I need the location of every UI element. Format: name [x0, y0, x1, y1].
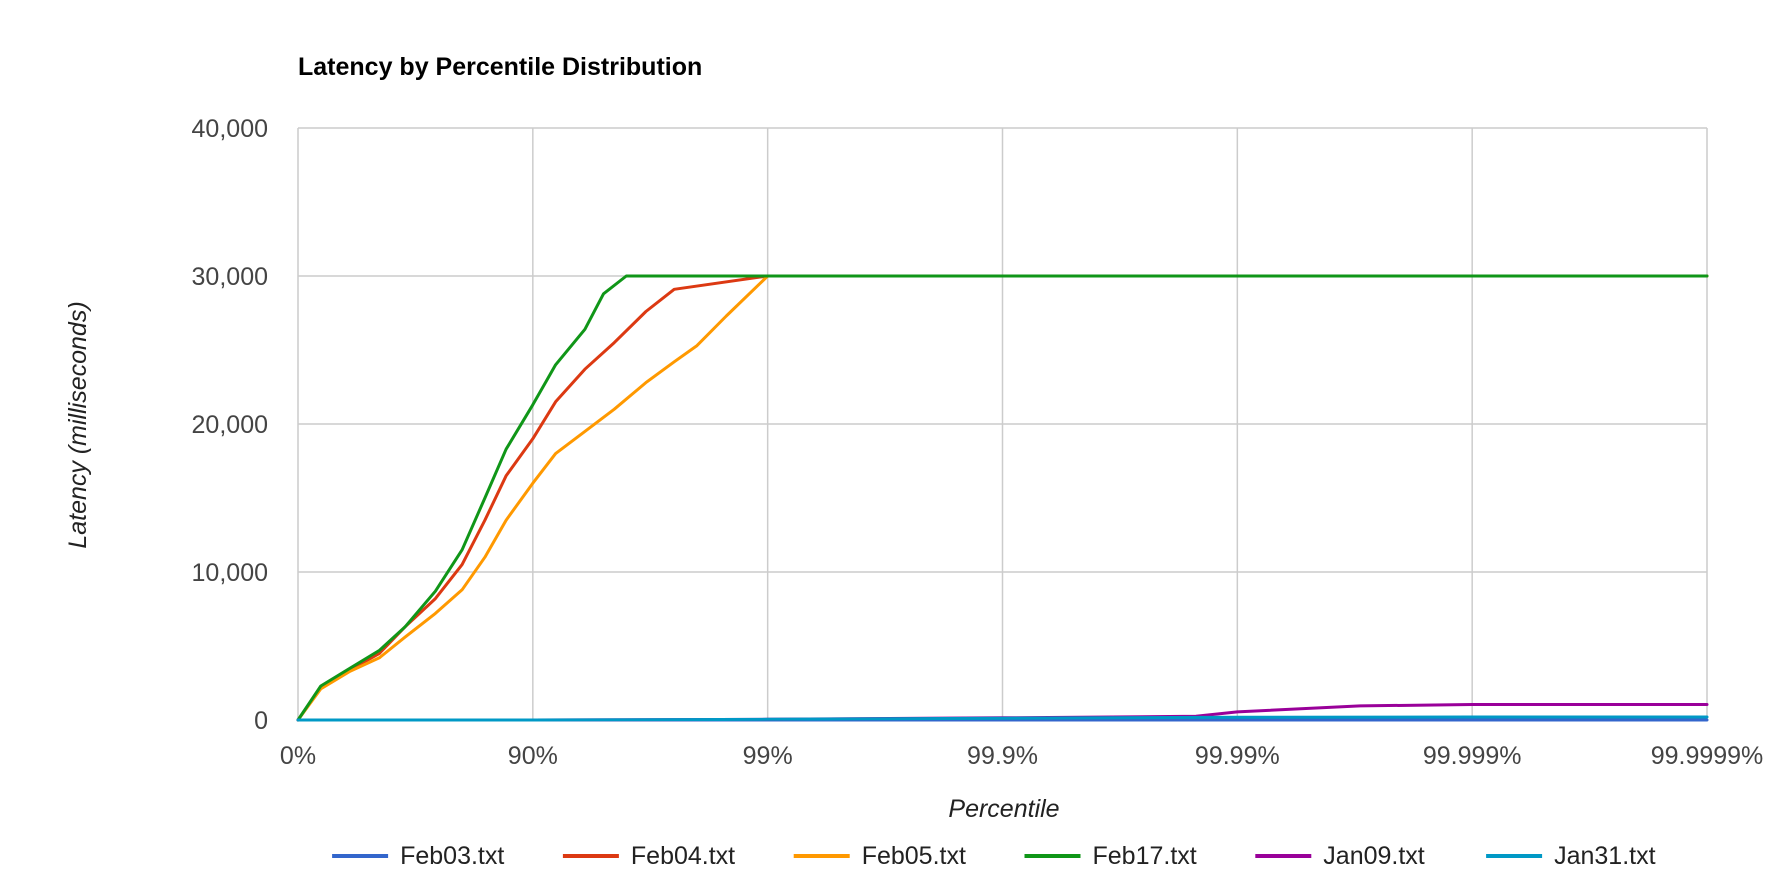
- y-axis-title: Latency (milliseconds): [64, 301, 92, 548]
- y-tick-label: 0: [254, 707, 268, 735]
- series-line-jan31-txt: [296, 715, 1709, 722]
- x-tick-label: 99.9999%: [1651, 742, 1764, 770]
- legend-label: Feb05.txt: [862, 842, 966, 870]
- legend-item: Jan09.txt: [1255, 842, 1425, 870]
- x-tick-label: 0%: [280, 742, 316, 770]
- y-tick-label: 40,000: [192, 115, 268, 143]
- x-axis-title: Percentile: [948, 795, 1059, 823]
- series-layer: [296, 274, 1709, 722]
- y-axis-ticks: 0 10,000 20,000 30,000 40,000: [192, 115, 268, 735]
- legend-label: Feb03.txt: [400, 842, 504, 870]
- x-tick-label: 99.999%: [1423, 742, 1522, 770]
- legend-item: Jan31.txt: [1486, 842, 1656, 870]
- x-tick-label: 90%: [508, 742, 558, 770]
- series-line-feb17-txt: [296, 274, 1709, 722]
- legend-label: Feb04.txt: [631, 842, 735, 870]
- legend-label: Jan09.txt: [1323, 842, 1425, 870]
- legend: Feb03.txt Feb04.txt Feb05.txt Feb17.txt Jan0…: [332, 842, 1656, 870]
- legend-item: Feb03.txt: [332, 842, 504, 870]
- legend-item: Feb05.txt: [793, 842, 966, 870]
- y-tick-label: 20,000: [192, 411, 268, 439]
- x-tick-label: 99.9%: [967, 742, 1038, 770]
- x-tick-label: 99%: [743, 742, 793, 770]
- y-tick-label: 10,000: [192, 559, 268, 587]
- legend-item: Feb04.txt: [562, 842, 735, 870]
- legend-item: Feb17.txt: [1024, 842, 1197, 870]
- legend-label: Feb17.txt: [1093, 842, 1197, 870]
- x-tick-label: 99.99%: [1195, 742, 1280, 770]
- x-axis-ticks: 0% 90% 99% 99.9% 99.99% 99.999% 99.9999%: [280, 742, 1763, 770]
- legend-label: Jan31.txt: [1554, 842, 1656, 870]
- grid-layer: [297, 127, 1708, 721]
- y-tick-label: 30,000: [192, 263, 268, 291]
- chart-title: Latency by Percentile Distribution: [298, 53, 702, 81]
